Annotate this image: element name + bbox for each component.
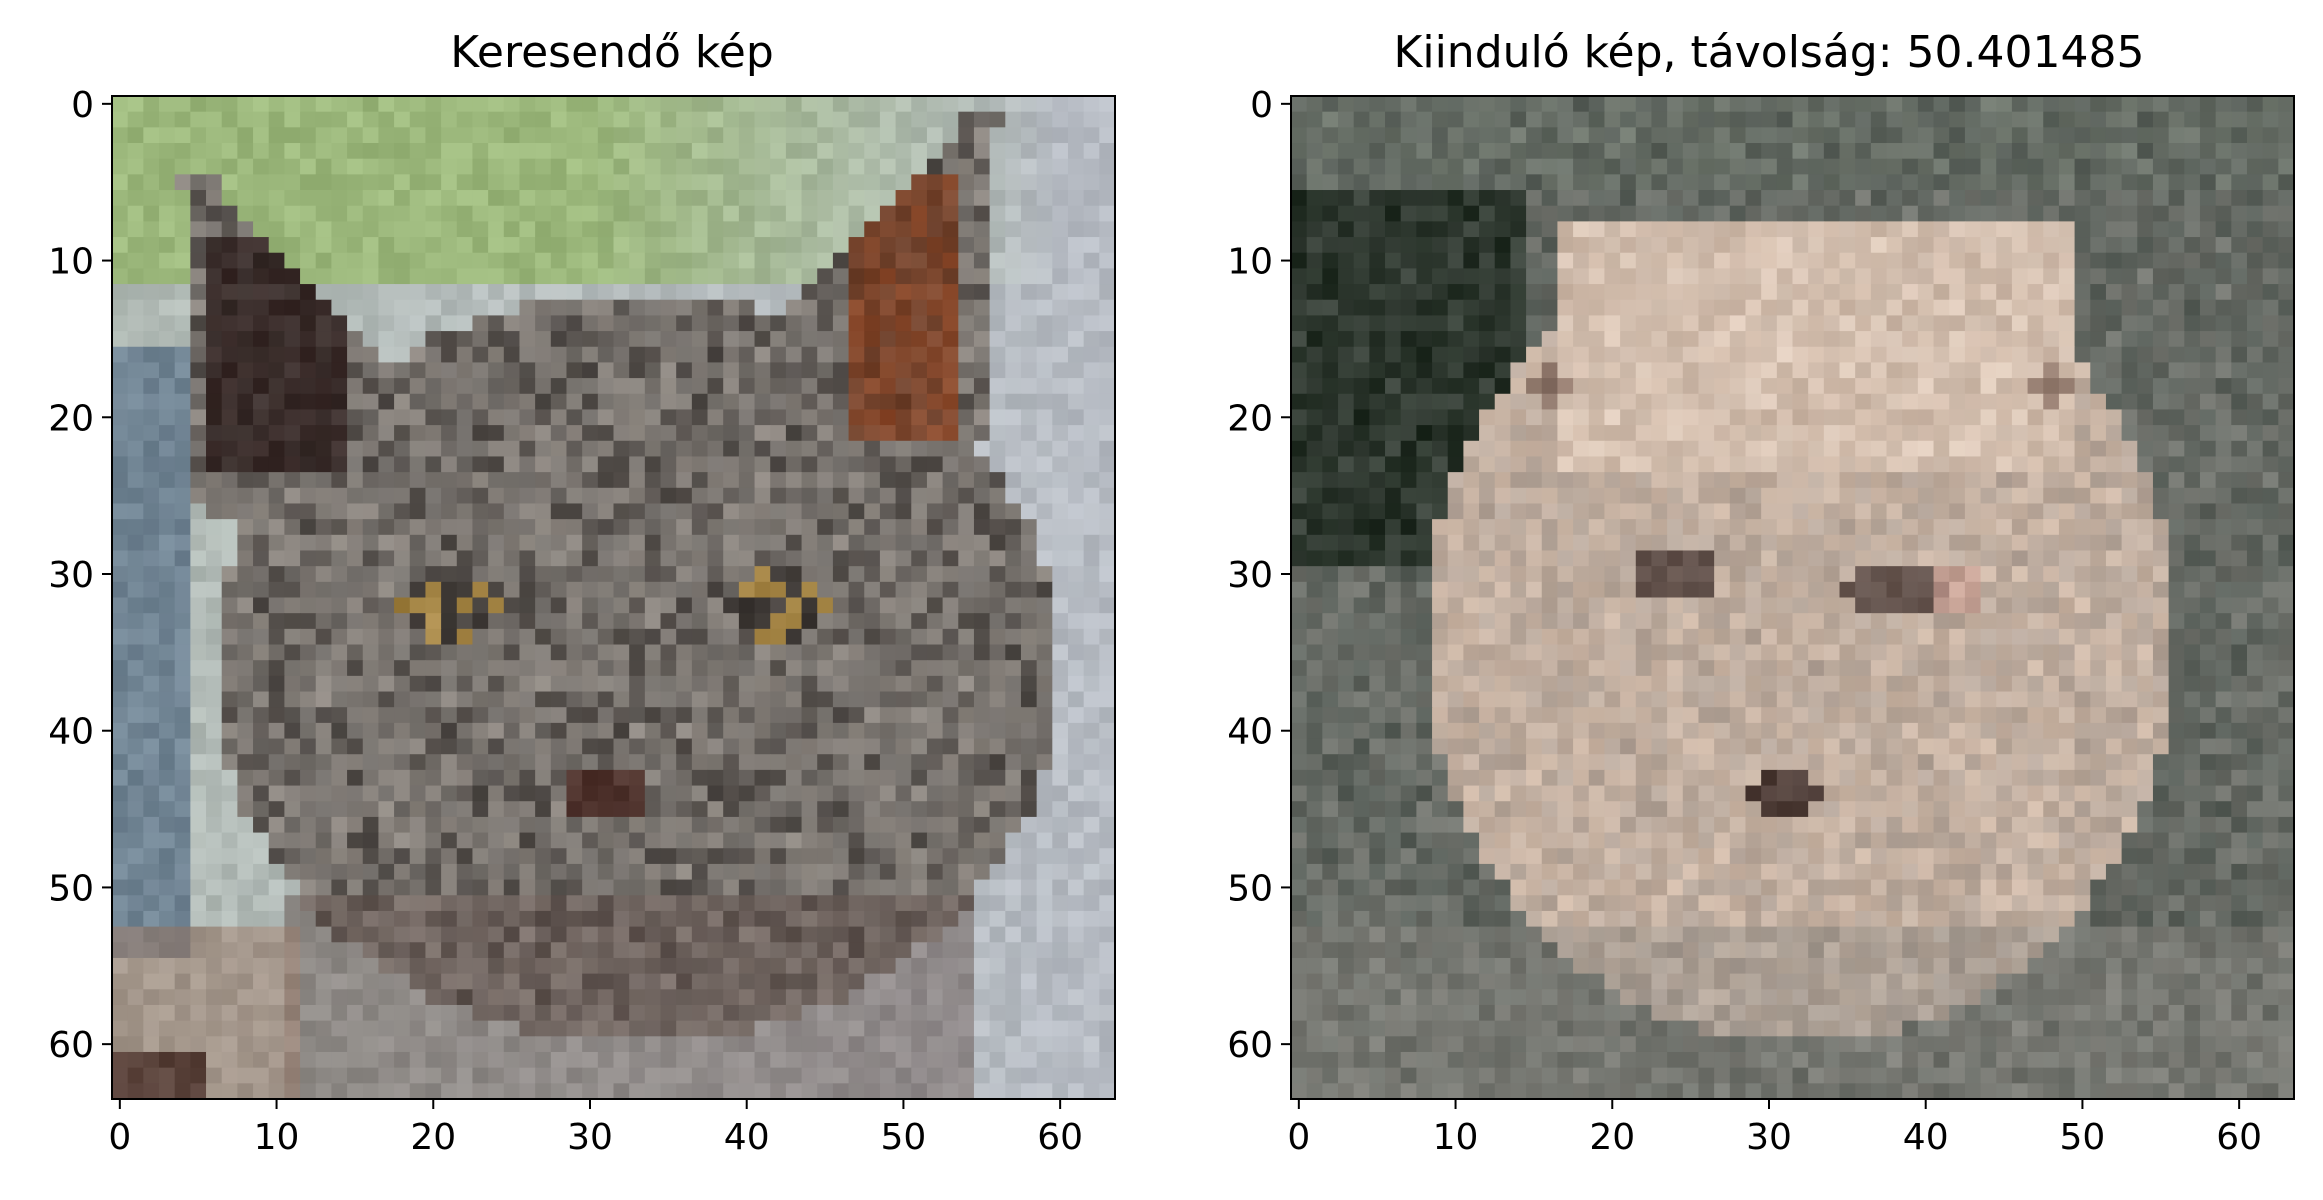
x-tick-label: 20 <box>1589 1117 1635 1158</box>
panel-start-image: Kiinduló kép, távolság: 50.401485 0 10 20 3… <box>1227 27 2295 1158</box>
panel-target-image: Keresendő kép 0 10 20 30 40 50 60 0 10 20 30 40 50 60 <box>48 27 1116 1158</box>
x-tick-label: 10 <box>1433 1117 1479 1158</box>
y-tick-label: 20 <box>48 398 94 439</box>
y-tick-label: 20 <box>1227 398 1273 439</box>
y-tick-label: 60 <box>48 1025 94 1066</box>
y-tick-label: 40 <box>48 712 94 753</box>
y-tick-label: 10 <box>48 242 94 283</box>
x-tick-label: 10 <box>254 1117 300 1158</box>
x-tick-label: 30 <box>1746 1117 1792 1158</box>
x-tick-label: 0 <box>108 1117 131 1158</box>
y-tick-label: 30 <box>1227 555 1273 596</box>
y-tick-label: 0 <box>1250 85 1273 126</box>
x-tick-label: 60 <box>1037 1117 1083 1158</box>
y-tick-label: 10 <box>1227 242 1273 283</box>
pixel-image-target <box>112 96 1116 1100</box>
pixel-image-start <box>1291 96 2295 1100</box>
panel-title-start: Kiinduló kép, távolság: 50.401485 <box>1394 27 2145 78</box>
x-tick-label: 50 <box>881 1117 927 1158</box>
x-tick-label: 30 <box>567 1117 613 1158</box>
x-tick-label: 20 <box>410 1117 456 1158</box>
y-tick-label: 0 <box>71 85 94 126</box>
y-tick-label: 50 <box>48 868 94 909</box>
x-tick-label: 40 <box>1903 1117 1949 1158</box>
y-tick-label: 50 <box>1227 868 1273 909</box>
x-tick-label: 40 <box>724 1117 770 1158</box>
x-tick-label: 60 <box>2216 1117 2262 1158</box>
axis-ticks-target: 0 10 20 30 40 50 60 0 10 20 30 40 50 60 <box>48 85 1083 1158</box>
axis-ticks-start: 0 10 20 30 40 50 60 0 10 20 30 40 50 60 <box>1227 85 2262 1158</box>
x-tick-label: 0 <box>1287 1117 1310 1158</box>
y-tick-label: 30 <box>48 555 94 596</box>
y-tick-label: 60 <box>1227 1025 1273 1066</box>
axes-frame-start <box>1290 95 2295 1100</box>
axes-frame-target <box>111 95 1116 1100</box>
panel-title-target: Keresendő kép <box>450 27 774 78</box>
x-tick-label: 50 <box>2060 1117 2106 1158</box>
y-tick-label: 40 <box>1227 712 1273 753</box>
